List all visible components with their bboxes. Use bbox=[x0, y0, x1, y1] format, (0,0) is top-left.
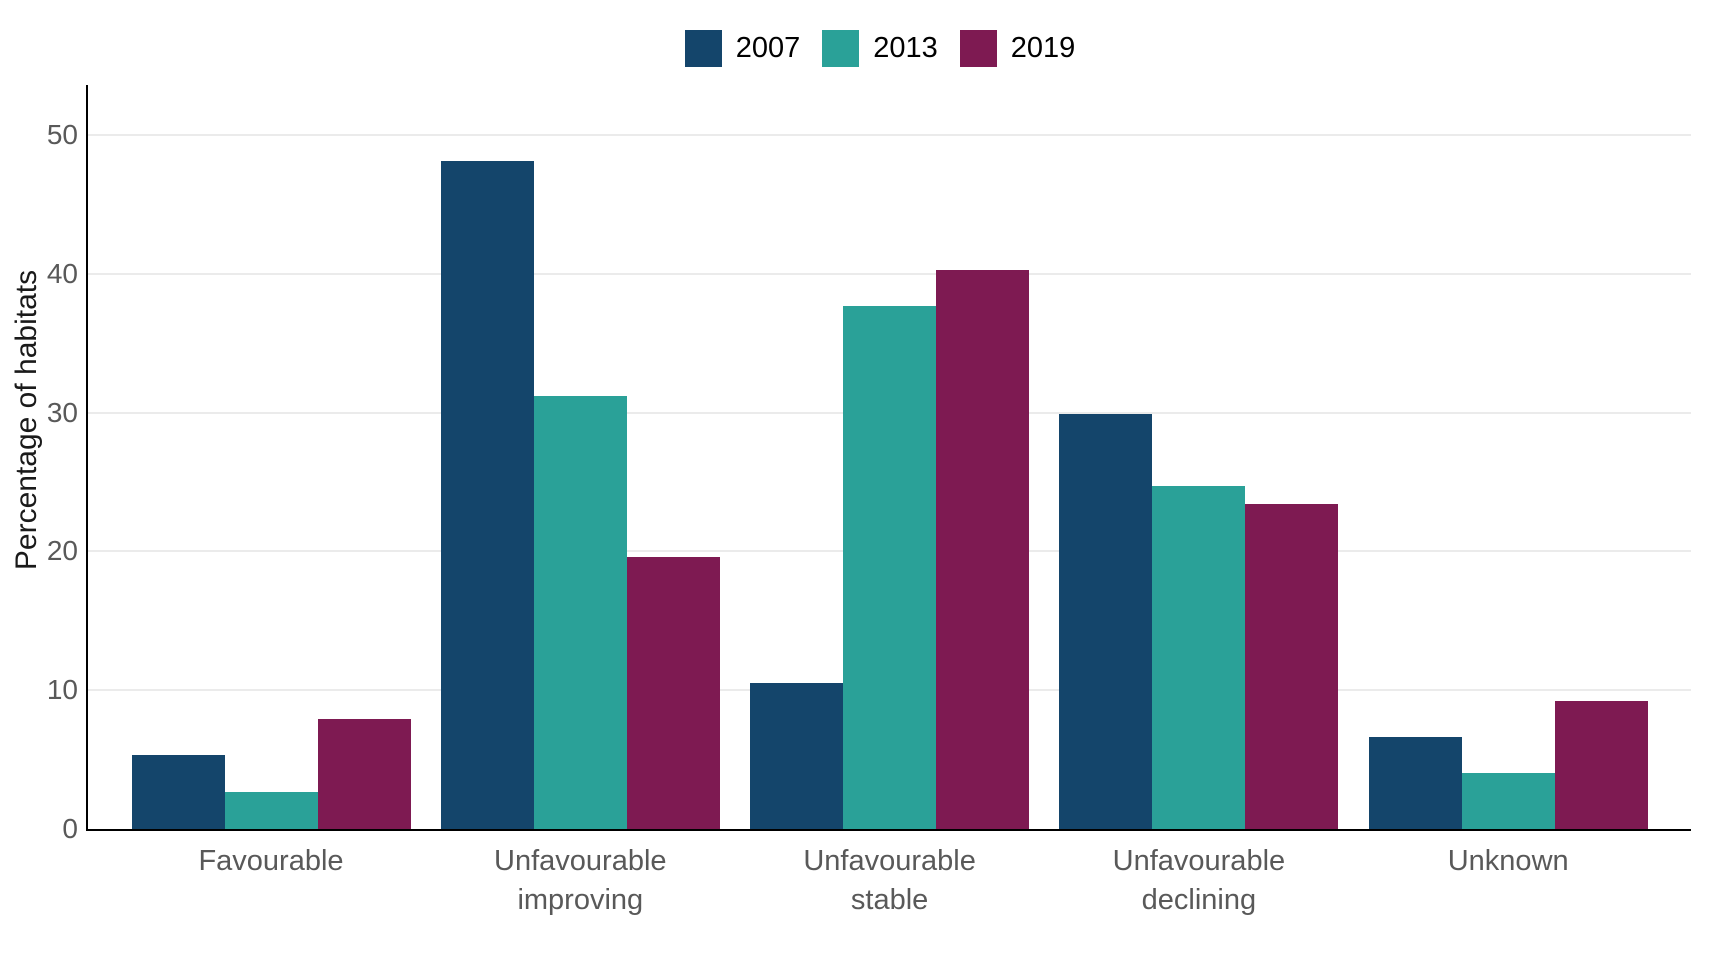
legend-label: 2013 bbox=[873, 32, 938, 64]
bar-2019-unfavourable-declining bbox=[1245, 504, 1339, 829]
bar-2007-unfavourable-stable bbox=[750, 683, 844, 829]
legend-swatch-icon bbox=[959, 30, 997, 67]
y-tick-label-10: 10 bbox=[46, 674, 78, 706]
legend-item-2007: 2007 bbox=[684, 30, 801, 67]
legend-item-2019: 2019 bbox=[959, 30, 1076, 67]
x-category-label-unknown: Unknown bbox=[1447, 845, 1569, 877]
y-tick-label-40: 40 bbox=[46, 257, 78, 289]
bar-2007-unknown bbox=[1368, 737, 1462, 829]
x-category-label-unfavourable-declining: Unfavourable declining bbox=[1112, 845, 1286, 917]
gridline-40 bbox=[88, 272, 1691, 275]
plot-area bbox=[86, 85, 1691, 831]
bar-2013-unfavourable-declining bbox=[1152, 486, 1246, 829]
x-category-label-unfavourable-stable: Unfavourable stable bbox=[803, 845, 976, 917]
legend-swatch-icon bbox=[822, 30, 860, 67]
y-tick-label-20: 20 bbox=[46, 535, 78, 567]
chart-legend: 2007 2013 2019 bbox=[0, 30, 1718, 67]
bar-2007-favourable bbox=[131, 755, 225, 829]
bar-2019-unknown bbox=[1554, 701, 1648, 829]
legend-label: 2019 bbox=[1010, 32, 1076, 64]
y-tick-label-50: 50 bbox=[46, 119, 78, 150]
legend-item-2013: 2013 bbox=[822, 30, 938, 67]
bar-2019-unfavourable-stable bbox=[936, 269, 1030, 829]
legend-swatch-icon bbox=[684, 30, 722, 67]
bar-2013-unfavourable-improving bbox=[533, 395, 627, 829]
bar-2019-unfavourable-improving bbox=[626, 556, 720, 829]
x-category-label-favourable: Favourable bbox=[198, 845, 344, 877]
bar-2019-favourable bbox=[317, 719, 411, 829]
legend-label: 2007 bbox=[735, 32, 801, 64]
y-axis-line bbox=[86, 85, 88, 831]
gridline-50 bbox=[88, 134, 1691, 136]
y-tick-label-0: 0 bbox=[62, 813, 78, 844]
bar-2007-unfavourable-improving bbox=[440, 161, 534, 829]
bar-2007-unfavourable-declining bbox=[1059, 414, 1153, 829]
bar-2013-unknown bbox=[1461, 773, 1555, 829]
x-category-label-unfavourable-improving: Unfavourable improving bbox=[494, 845, 667, 917]
x-axis-baseline bbox=[86, 828, 1691, 831]
bar-2013-unfavourable-stable bbox=[843, 305, 937, 829]
y-tick-label-30: 30 bbox=[46, 396, 78, 428]
bar-2013-favourable bbox=[224, 791, 318, 829]
